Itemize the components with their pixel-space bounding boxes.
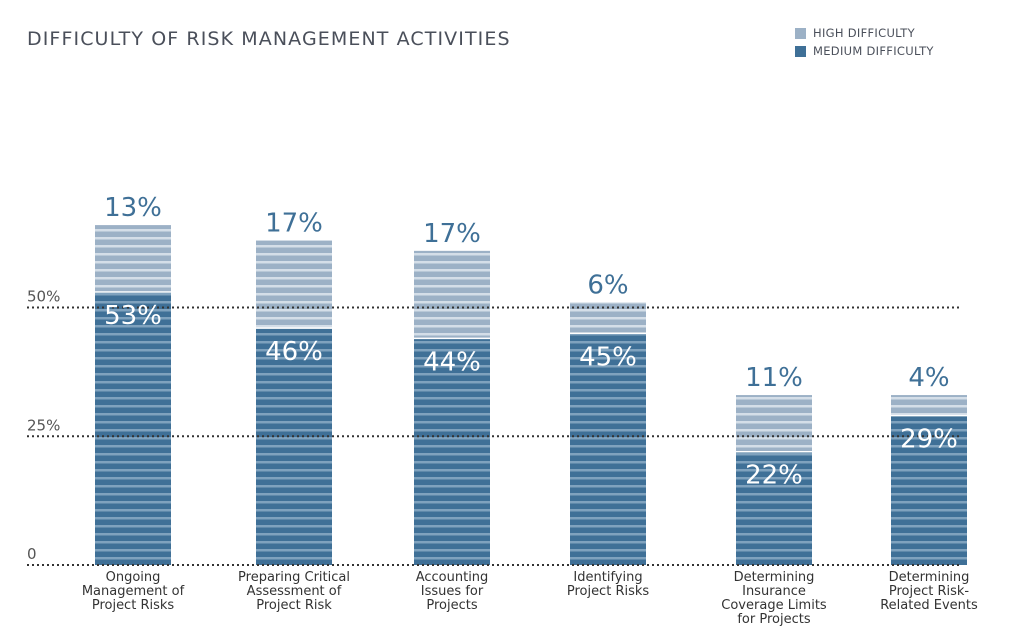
y-tick-label-50: 50% bbox=[27, 288, 60, 306]
value-label-medium-4: 45% bbox=[579, 342, 637, 372]
value-label-medium-1: 53% bbox=[104, 301, 162, 331]
category-label-4: Identifying Project Risks bbox=[567, 570, 650, 599]
chart-title: DIFFICULTY OF RISK MANAGEMENT ACTIVITIES bbox=[27, 28, 511, 50]
bar-medium-3 bbox=[414, 338, 490, 565]
bar-medium-1 bbox=[95, 292, 171, 565]
category-label-5: Determining Insurance Coverage Limits for P… bbox=[721, 570, 827, 627]
category-label-1: Ongoing Management of Project Risks bbox=[82, 570, 185, 613]
legend-swatch-medium bbox=[795, 45, 806, 57]
bar-medium-6 bbox=[891, 415, 967, 565]
category-label-3: Accounting Issues for Projects bbox=[416, 570, 489, 613]
value-label-medium-5: 22% bbox=[745, 461, 803, 491]
value-label-high-3: 17% bbox=[423, 219, 481, 249]
legend-label-high: HIGH DIFFICULTY bbox=[813, 26, 915, 40]
value-label-high-6: 4% bbox=[908, 363, 949, 393]
value-label-high-2: 17% bbox=[265, 209, 323, 239]
legend-item-medium: MEDIUM DIFFICULTY bbox=[795, 42, 934, 60]
value-label-medium-3: 44% bbox=[423, 347, 481, 377]
y-tick-label-25: 25% bbox=[27, 416, 60, 434]
legend-item-high: HIGH DIFFICULTY bbox=[795, 24, 934, 42]
category-label-2: Preparing Critical Assessment of Project R… bbox=[238, 570, 350, 613]
legend-label-medium: MEDIUM DIFFICULTY bbox=[813, 44, 934, 58]
bar-high-1 bbox=[95, 225, 171, 293]
value-label-high-4: 6% bbox=[587, 270, 628, 300]
bar-medium-2 bbox=[256, 328, 332, 565]
legend-swatch-high bbox=[795, 27, 806, 39]
y-tick-label-0: 0 bbox=[27, 545, 37, 563]
value-label-medium-2: 46% bbox=[265, 337, 323, 367]
bar-high-6 bbox=[891, 395, 967, 416]
bar-high-2 bbox=[256, 240, 332, 329]
category-label-6: Determining Project Risk-Related Events bbox=[880, 570, 978, 613]
value-label-medium-6: 29% bbox=[900, 425, 958, 455]
bar-medium-5 bbox=[736, 451, 812, 565]
value-label-high-5: 11% bbox=[745, 363, 803, 393]
value-label-high-1: 13% bbox=[104, 193, 162, 223]
bar-high-5 bbox=[736, 395, 812, 452]
bar-high-3 bbox=[414, 250, 490, 339]
bar-medium-4 bbox=[570, 333, 646, 565]
legend: HIGH DIFFICULTY MEDIUM DIFFICULTY bbox=[795, 24, 934, 60]
